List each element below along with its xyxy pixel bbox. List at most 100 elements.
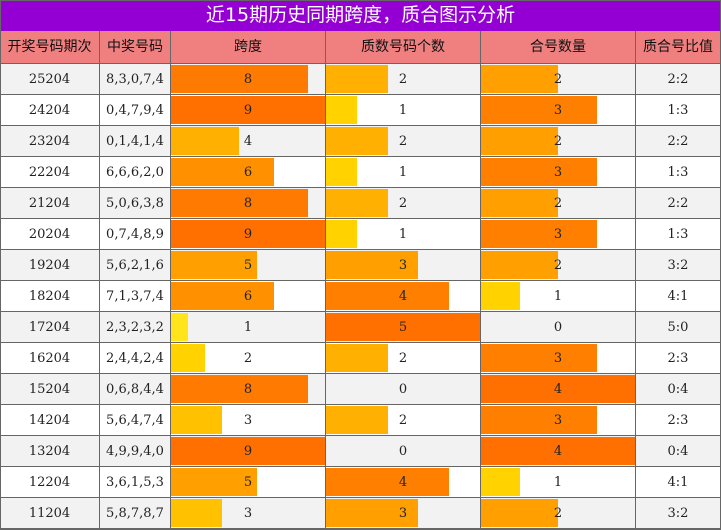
composite-count-cell: 2: [481, 188, 636, 219]
ratio-cell: 3:2: [636, 250, 721, 281]
prime-count-label: 4: [398, 289, 408, 304]
span-bar: [171, 375, 308, 403]
span-bar: [171, 65, 308, 93]
period-cell: 18204: [0, 281, 100, 312]
span-label: 9: [243, 227, 253, 242]
numbers-header: 中奖号码: [100, 31, 171, 64]
prime-count-label: 0: [398, 444, 408, 459]
span-bar: [171, 96, 325, 124]
period-cell: 19204: [0, 250, 100, 281]
span-cell: 8: [171, 64, 326, 95]
table-row: 25204 8,3,0,7,4 8 2 2 2:2: [0, 64, 721, 95]
table-row: 22204 6,6,6,2,0 6 1 3 1:3: [0, 157, 721, 188]
table-row: 20204 0,7,4,8,9 9 1 3 1:3: [0, 219, 721, 250]
ratio-cell: 5:0: [636, 312, 721, 343]
composite-count-cell: 2: [481, 126, 636, 157]
period-cell: 24204: [0, 95, 100, 126]
data-table: 开奖号码期次 中奖号码 跨度 质数号码个数 合号数量 质合号比值 25204 8,3,0,7,…: [0, 31, 721, 530]
composite-count-bar: [481, 251, 558, 279]
composite-count-bar: [481, 406, 597, 434]
composite-count-bar: [481, 189, 558, 217]
span-label: 8: [243, 196, 253, 211]
table-row: 13204 4,9,9,4,0 9 0 4 0:4: [0, 436, 721, 467]
table-row: 15204 0,6,8,4,4 8 0 4 0:4: [0, 374, 721, 405]
span-cell: 3: [171, 498, 326, 529]
numbers-cell: 4,9,9,4,0: [100, 436, 171, 467]
span-cell: 9: [171, 95, 326, 126]
prime-count-label: 3: [398, 506, 408, 521]
ratio-cell: 4:1: [636, 467, 721, 498]
span-label: 2: [243, 351, 253, 366]
numbers-cell: 5,6,4,7,4: [100, 405, 171, 436]
span-bar: [171, 127, 239, 155]
ratio-cell: 1:3: [636, 95, 721, 126]
chart-title: 近15期历史同期跨度，质合图示分析: [0, 0, 721, 31]
numbers-cell: 8,3,0,7,4: [100, 64, 171, 95]
span-label: 5: [243, 258, 253, 273]
table-row: 16204 2,4,4,2,4 2 2 3 2:3: [0, 343, 721, 374]
prime-count-cell: 4: [326, 467, 481, 498]
table-row: 14204 5,6,4,7,4 3 2 3 2:3: [0, 405, 721, 436]
period-cell: 13204: [0, 436, 100, 467]
numbers-cell: 2,4,4,2,4: [100, 343, 171, 374]
prime-count-bar: [326, 499, 418, 527]
period-cell: 15204: [0, 374, 100, 405]
prime-count-cell: 4: [326, 281, 481, 312]
prime-count-label: 1: [398, 103, 408, 118]
ratio-header: 质合号比值: [636, 31, 721, 64]
span-bar: [171, 220, 325, 248]
span-header: 跨度: [171, 31, 326, 64]
period-cell: 12204: [0, 467, 100, 498]
composite-count-label: 3: [553, 165, 563, 180]
prime-count-cell: 2: [326, 405, 481, 436]
composite-count-cell: 4: [481, 374, 636, 405]
table-row: 18204 7,1,3,7,4 6 4 1 4:1: [0, 281, 721, 312]
composite-count-bar: [481, 65, 558, 93]
composite-count-bar: [481, 282, 520, 310]
numbers-cell: 5,6,2,1,6: [100, 250, 171, 281]
prime-count-label: 2: [398, 351, 408, 366]
composite-count-label: 3: [553, 103, 563, 118]
composite-count-label: 4: [553, 444, 563, 459]
prime-count-bar: [326, 282, 449, 310]
prime-count-label: 2: [398, 413, 408, 428]
table-row: 23204 0,1,4,1,4 4 2 2 2:2: [0, 126, 721, 157]
composite-count-label: 2: [553, 72, 563, 87]
prime-header: 质数号码个数: [326, 31, 481, 64]
span-cell: 6: [171, 281, 326, 312]
numbers-cell: 5,0,6,3,8: [100, 188, 171, 219]
composite-count-label: 2: [553, 506, 563, 521]
numbers-cell: 0,6,8,4,4: [100, 374, 171, 405]
span-label: 4: [243, 134, 253, 149]
period-cell: 25204: [0, 64, 100, 95]
prime-count-bar: [326, 220, 357, 248]
numbers-cell: 2,3,2,3,2: [100, 312, 171, 343]
composite-count-cell: 1: [481, 281, 636, 312]
composite-count-label: 3: [553, 227, 563, 242]
period-header: 开奖号码期次: [0, 31, 100, 64]
composite-count-bar: [481, 158, 597, 186]
span-cell: 9: [171, 219, 326, 250]
table-row: 12204 3,6,1,5,3 5 4 1 4:1: [0, 467, 721, 498]
span-bar: [171, 468, 257, 496]
composite-count-cell: 0: [481, 312, 636, 343]
prime-count-label: 2: [398, 196, 408, 211]
span-bar: [171, 189, 308, 217]
prime-count-label: 4: [398, 475, 408, 490]
prime-count-cell: 1: [326, 95, 481, 126]
prime-count-cell: 2: [326, 188, 481, 219]
table-row: 11204 5,8,7,8,7 3 3 2 3:2: [0, 498, 721, 529]
span-cell: 5: [171, 467, 326, 498]
composite-count-label: 0: [553, 320, 563, 335]
span-label: 8: [243, 382, 253, 397]
composite-count-label: 1: [553, 475, 563, 490]
ratio-cell: 0:4: [636, 436, 721, 467]
composite-header: 合号数量: [481, 31, 636, 64]
span-label: 9: [243, 444, 253, 459]
prime-count-cell: 3: [326, 250, 481, 281]
prime-count-bar: [326, 96, 357, 124]
prime-count-bar: [326, 251, 418, 279]
composite-count-label: 2: [553, 134, 563, 149]
span-cell: 5: [171, 250, 326, 281]
